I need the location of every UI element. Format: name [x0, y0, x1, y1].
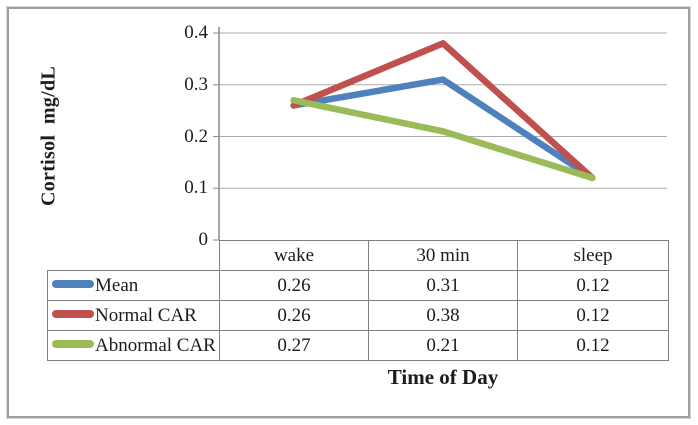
series-name-label: Normal CAR: [95, 304, 197, 326]
table-value-cell: 0.12: [517, 270, 669, 301]
x-axis-title: Time of Day: [387, 365, 499, 389]
y-axis-tick-label: 0.2: [184, 125, 208, 147]
y-axis-tick-label: 0.4: [184, 22, 208, 43]
table-corner-blank: [48, 241, 220, 271]
table-value-cell: 0.26: [219, 270, 369, 301]
table-row: Normal CAR 0.26 0.38 0.12: [47, 300, 669, 331]
table-header-cell: sleep: [517, 240, 669, 271]
data-table: wake 30 min sleep Mean 0.26 0.31 0.12 Normal C…: [47, 240, 669, 361]
table-value-cell: 0.27: [219, 330, 369, 361]
legend-cell: Abnormal CAR: [47, 330, 220, 361]
table-value-cell: 0.21: [368, 330, 518, 361]
table-row: Abnormal CAR 0.27 0.21 0.12: [47, 330, 669, 361]
series-name-label: Abnormal CAR: [95, 334, 216, 356]
legend-line-icon: [52, 280, 94, 289]
table-value-cell: 0.12: [517, 300, 669, 331]
legend-cell: Normal CAR: [47, 300, 220, 331]
table-value-cell: 0.12: [517, 330, 669, 361]
legend-line-icon: [52, 340, 94, 349]
y-axis-title: Cortisol mg/dL: [37, 65, 60, 207]
series-name-label: Mean: [95, 274, 139, 296]
table-value-cell: 0.31: [368, 270, 518, 301]
legend-cell: Mean: [47, 270, 220, 301]
table-value-cell: 0.26: [219, 300, 369, 331]
y-axis-tick-label: 0.3: [184, 73, 208, 95]
y-axis-tick-label: 0.1: [184, 177, 208, 199]
legend-line-icon: [52, 310, 94, 319]
table-row: Mean 0.26 0.31 0.12: [47, 270, 669, 301]
table-header-cell: wake: [219, 240, 369, 271]
table-value-cell: 0.38: [368, 300, 518, 331]
table-header-row: wake 30 min sleep: [48, 240, 669, 271]
table-header-cell: 30 min: [368, 240, 518, 271]
y-axis-tick-label: 0: [198, 229, 209, 250]
